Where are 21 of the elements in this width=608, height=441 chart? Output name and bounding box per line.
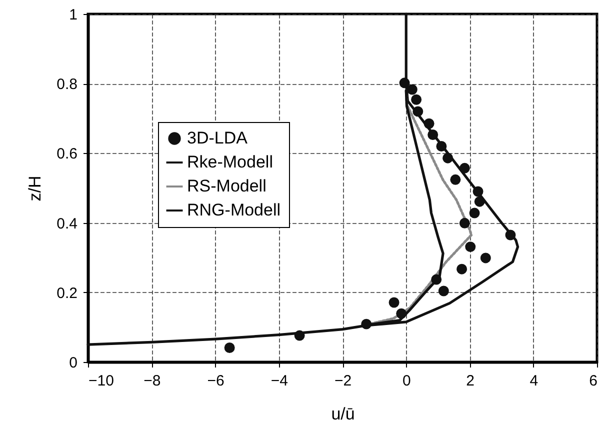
y-axis-title: z/H: [26, 176, 45, 202]
x-tick-label: −2: [334, 372, 352, 390]
x-tick-label: −10: [88, 372, 114, 390]
x-tick-label: −4: [270, 372, 288, 390]
legend-label: RS-Modell: [187, 176, 266, 196]
x-tick-label: 6: [589, 372, 598, 390]
y-tick-label: 0: [69, 354, 78, 372]
x-tick-label: −8: [144, 372, 161, 390]
legend-label: 3D-LDA: [187, 128, 248, 148]
y-tick-label: 0.8: [56, 76, 78, 94]
x-tick-label: 4: [530, 372, 538, 390]
legend-label: Rke-Modell: [187, 152, 273, 172]
legend-label: RNG-Modell: [187, 200, 281, 220]
y-tick-label: 0.4: [56, 215, 78, 232]
y-tick-label: 1: [69, 6, 78, 24]
x-tick-label: 2: [466, 372, 474, 390]
y-tick-label: 0.2: [56, 284, 78, 302]
y-tick-label: 0.6: [56, 146, 78, 163]
x-tick-label: 0: [402, 372, 411, 390]
x-tick-label: −6: [207, 372, 224, 390]
x-axis-title: u/ū: [331, 404, 355, 424]
